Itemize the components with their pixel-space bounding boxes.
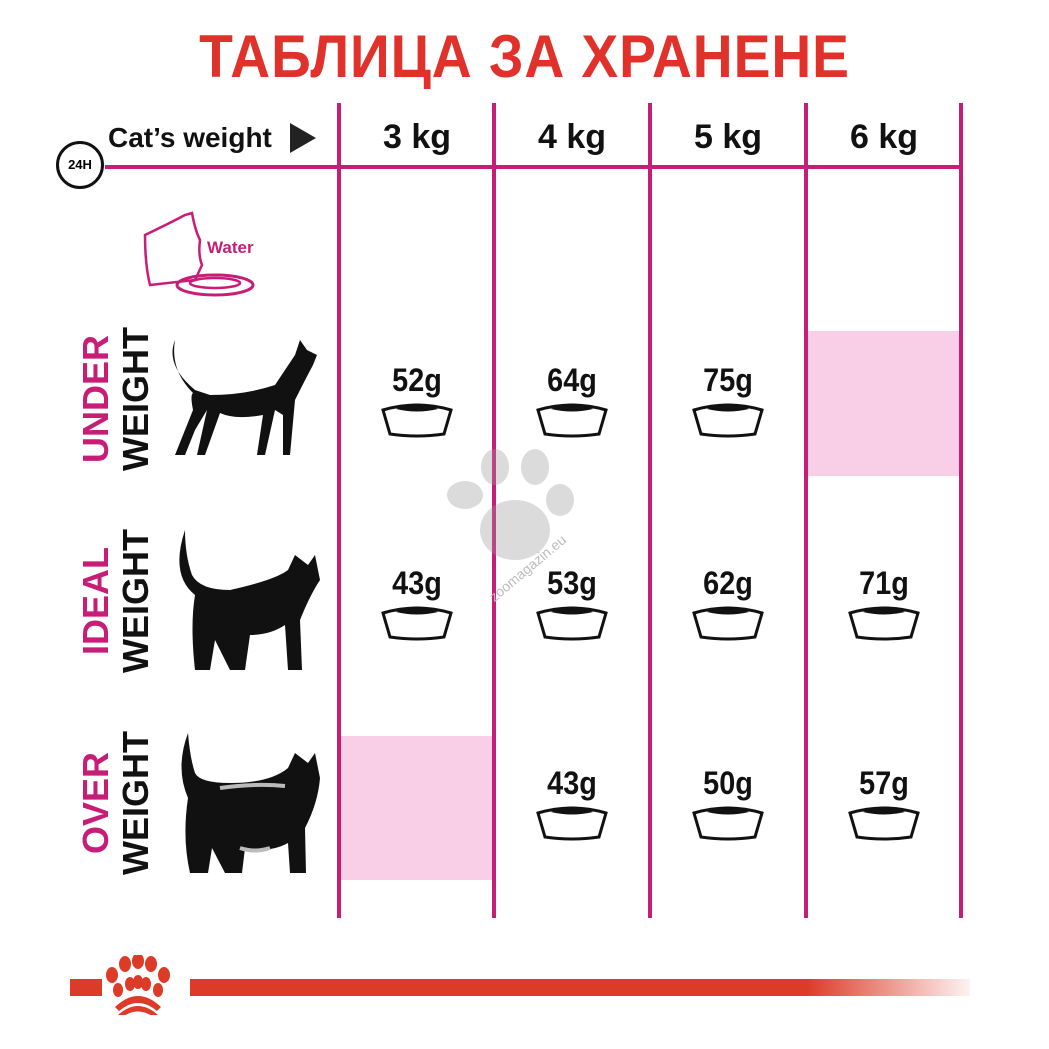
food-bowl-icon bbox=[692, 606, 764, 641]
row-label-weight: WEIGHT bbox=[115, 731, 156, 875]
row-label-over: OVER bbox=[75, 751, 116, 855]
feeding-amount: 52g bbox=[392, 362, 442, 398]
food-bowl-icon bbox=[692, 806, 764, 841]
feeding-amount: 43g bbox=[392, 565, 442, 601]
empty-cell bbox=[808, 331, 959, 476]
underweight-cat-icon bbox=[172, 340, 317, 455]
column-divider bbox=[959, 103, 963, 918]
column-divider bbox=[337, 103, 341, 918]
arrow-right-icon bbox=[290, 123, 316, 153]
row-label-under: UNDER bbox=[75, 335, 116, 464]
column-divider bbox=[648, 103, 652, 918]
paw-watermark-icon bbox=[447, 449, 574, 560]
column-header: 4 kg bbox=[537, 118, 607, 156]
header-divider bbox=[105, 165, 963, 169]
food-bowl-icon bbox=[848, 806, 920, 841]
water-label: Water bbox=[207, 238, 254, 257]
food-bowl-icon bbox=[536, 606, 608, 641]
overweight-cat-icon bbox=[181, 733, 320, 873]
column-header: 3 kg bbox=[382, 118, 452, 156]
column-divider bbox=[804, 103, 808, 918]
cat-drinking-water-icon bbox=[143, 211, 255, 297]
ideal-weight-cat-icon bbox=[179, 530, 320, 670]
row-label-weight: WEIGHT bbox=[115, 529, 156, 673]
feeding-amount: 50g bbox=[703, 765, 753, 801]
food-bowl-icon bbox=[381, 403, 453, 438]
feeding-amount: 71g bbox=[859, 565, 909, 601]
feeding-amount: 53g bbox=[547, 565, 597, 601]
feeding-amount: 75g bbox=[703, 362, 753, 398]
row-label-weight: WEIGHT bbox=[115, 327, 156, 471]
column-divider bbox=[492, 103, 496, 918]
feeding-amount: 62g bbox=[703, 565, 753, 601]
page-title: ТАБЛИЦА ЗА ХРАНЕНЕ bbox=[199, 23, 850, 90]
food-bowl-icon bbox=[536, 403, 608, 438]
food-bowl-icon bbox=[848, 606, 920, 641]
feeding-amount: 64g bbox=[547, 362, 597, 398]
column-header: 5 kg bbox=[693, 118, 763, 156]
food-bowl-icon bbox=[381, 606, 453, 641]
row-label-ideal: IDEAL bbox=[75, 547, 116, 655]
food-bowl-icon bbox=[692, 403, 764, 438]
empty-cell bbox=[341, 736, 492, 880]
food-bowl-icon bbox=[536, 806, 608, 841]
brand-footer bbox=[70, 955, 970, 1015]
feeding-amount: 43g bbox=[547, 765, 597, 801]
feeding-amount: 57g bbox=[859, 765, 909, 801]
cat-weight-label: Cat’s weight bbox=[108, 122, 272, 153]
column-header: 6 kg bbox=[849, 118, 919, 156]
crown-logo-icon bbox=[106, 955, 170, 1015]
clock-24h-icon: 24H bbox=[56, 141, 104, 189]
